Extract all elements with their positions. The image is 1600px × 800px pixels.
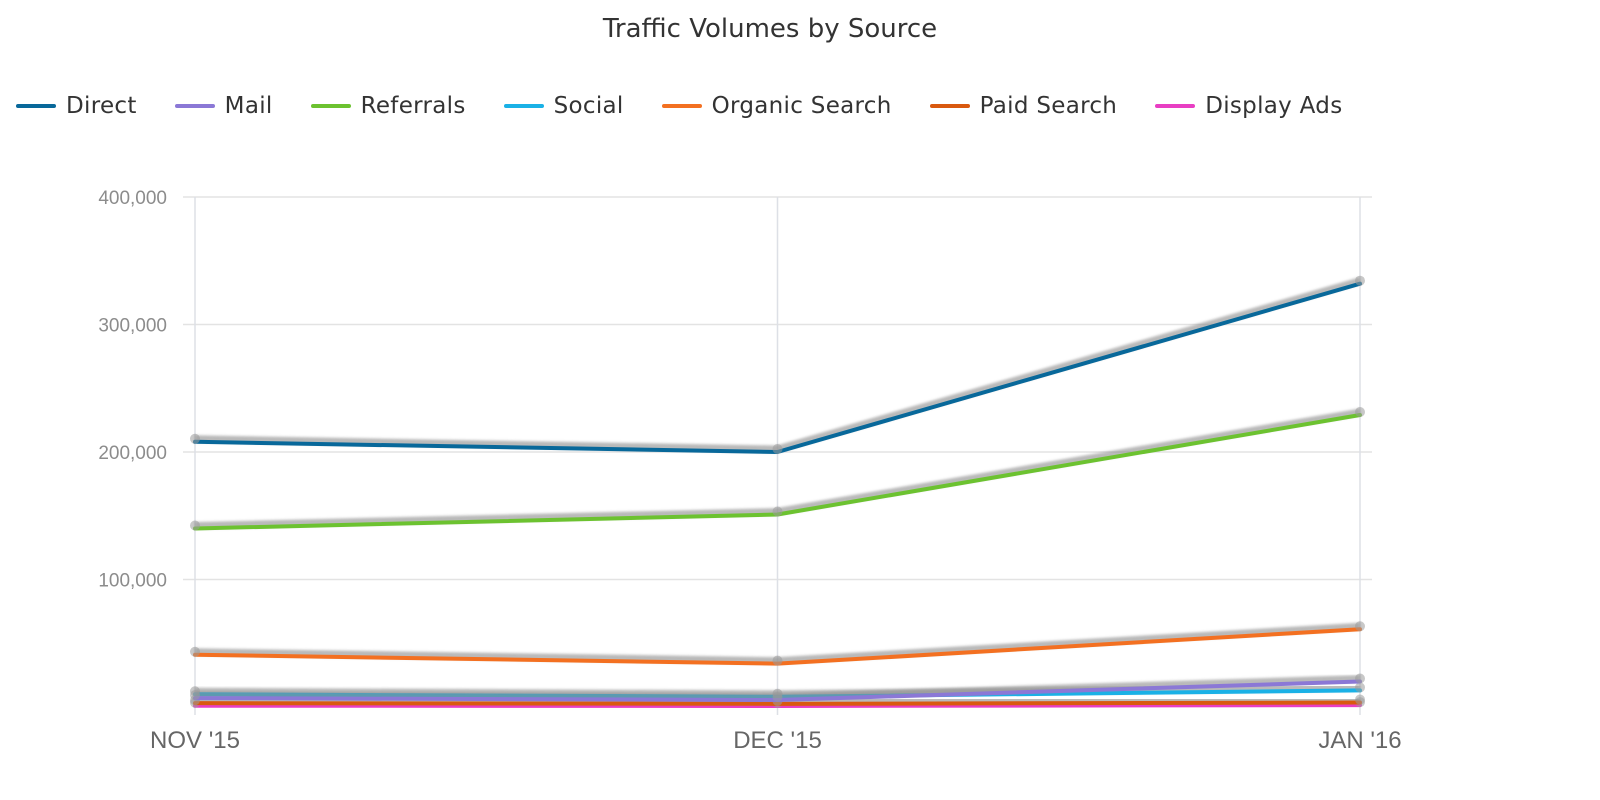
legend-label-mail: Mail	[224, 93, 273, 119]
data-point-referrals	[772, 506, 783, 517]
legend-label-social: Social	[553, 93, 624, 119]
legend-item-organic-search[interactable]: Organic Search	[661, 93, 892, 119]
legend-item-paid-search[interactable]: Paid Search	[929, 93, 1118, 119]
x-tick-label: JAN '16	[1318, 727, 1401, 754]
legend-swatch-paid-search	[929, 104, 970, 108]
data-point-mail	[772, 691, 783, 702]
legend-swatch-display-ads	[1155, 104, 1196, 108]
y-tick-label: 300,000	[98, 316, 167, 337]
data-point-organic-search	[772, 655, 783, 666]
data-point-referrals	[190, 520, 200, 531]
legend-item-social[interactable]: Social	[503, 93, 624, 119]
y-tick-label: 100,000	[98, 571, 167, 592]
x-tick-label: NOV '15	[150, 727, 240, 754]
legend-item-referrals[interactable]: Referrals	[310, 93, 466, 119]
legend-swatch-direct	[16, 104, 56, 108]
data-point-direct	[1355, 275, 1365, 286]
legend-swatch-referrals	[310, 104, 351, 108]
data-point-social	[1355, 682, 1365, 693]
data-point-paid-search	[1355, 694, 1365, 705]
legend-label-referrals: Referrals	[360, 93, 466, 119]
x-tick-label: DEC '15	[733, 727, 822, 754]
data-point-direct	[190, 433, 200, 444]
data-point-organic-search	[190, 646, 200, 657]
y-tick-label: 400,000	[98, 188, 167, 209]
legend-item-display-ads[interactable]: Display Ads	[1155, 93, 1342, 119]
legend-swatch-social	[503, 104, 544, 108]
legend-label-organic-search: Organic Search	[711, 93, 892, 119]
data-point-direct	[772, 444, 783, 454]
legend-item-mail[interactable]: Mail	[174, 93, 273, 119]
legend-label-display-ads: Display Ads	[1205, 93, 1343, 119]
chart-title: Traffic Volumes by Source	[602, 14, 938, 44]
legend-label-direct: Direct	[66, 93, 137, 119]
y-tick-label: 200,000	[98, 443, 167, 464]
legend-swatch-organic-search	[661, 104, 702, 108]
data-point-mail	[190, 690, 200, 701]
legend-item-direct[interactable]: Direct	[16, 93, 137, 119]
legend-label-paid-search: Paid Search	[979, 93, 1118, 119]
data-point-mail	[1355, 673, 1365, 684]
data-point-referrals	[1355, 407, 1365, 418]
data-point-organic-search	[1355, 621, 1365, 632]
legend-swatch-mail	[174, 104, 215, 108]
legend: Direct Mail Referrals Social Organic Sea…	[16, 88, 1381, 124]
